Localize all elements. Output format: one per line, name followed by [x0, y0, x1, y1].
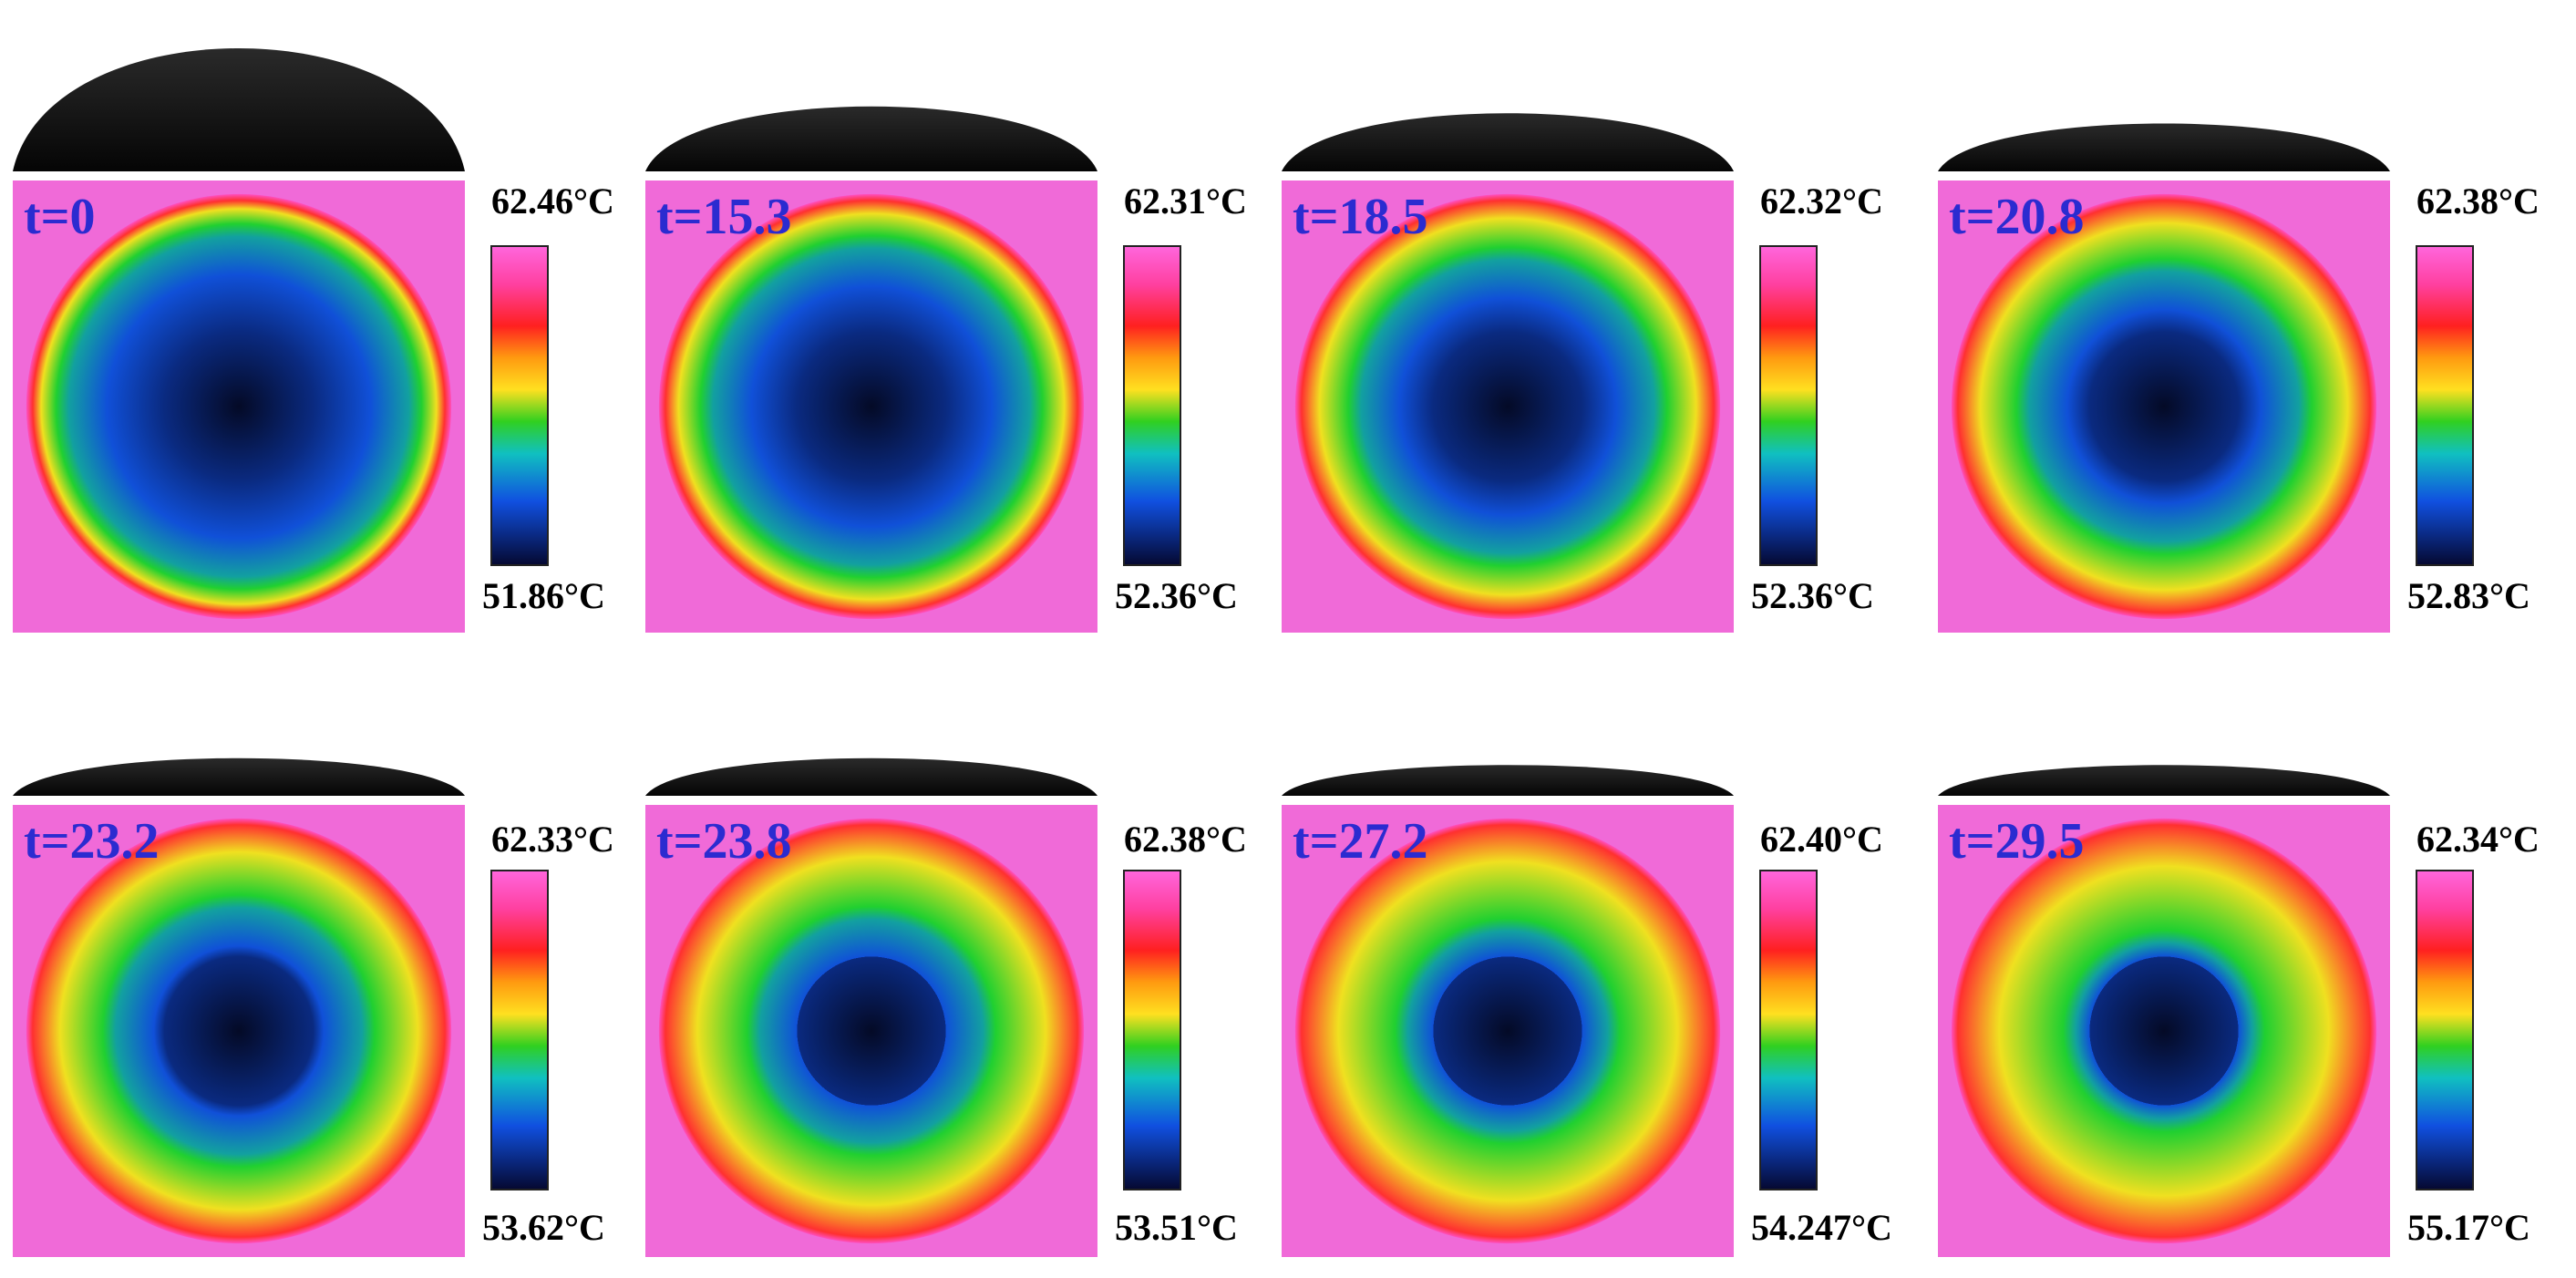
- min-temperature: 52.36°C: [1115, 575, 1238, 616]
- min-temperature: 53.51°C: [1115, 1207, 1238, 1248]
- min-temperature: 52.36°C: [1751, 575, 1874, 616]
- time-label: t=18.5: [1293, 189, 1428, 245]
- min-temperature: 52.83°C: [2407, 575, 2530, 616]
- thermal-droplet: [658, 818, 1085, 1244]
- color-scale: [2416, 245, 2474, 566]
- time-label: t=23.8: [656, 813, 792, 870]
- max-temperature: 62.46°C: [491, 180, 614, 222]
- droplet-profile: [1938, 765, 2390, 796]
- color-scale: [1759, 870, 1818, 1190]
- max-temperature: 62.38°C: [1124, 819, 1247, 860]
- time-label: t=29.5: [1949, 813, 2085, 870]
- thermal-droplet: [26, 193, 452, 620]
- thermal-droplet: [1951, 193, 2377, 620]
- time-label: t=0: [24, 189, 96, 245]
- thermal-droplet: [1951, 818, 2377, 1244]
- max-temperature: 62.38°C: [2416, 180, 2540, 222]
- min-temperature: 54.247°C: [1751, 1207, 1892, 1248]
- droplet-profile: [13, 48, 465, 171]
- time-label: t=23.2: [24, 813, 160, 870]
- time-label: t=27.2: [1293, 813, 1428, 870]
- droplet-profile: [645, 758, 1097, 796]
- thermal-droplet: [1294, 193, 1721, 620]
- color-scale: [490, 870, 549, 1190]
- droplet-profile: [1282, 113, 1734, 171]
- color-scale: [1759, 245, 1818, 566]
- thermal-droplet: [26, 818, 452, 1244]
- thermal-droplet: [1294, 818, 1721, 1244]
- droplet-profile: [13, 758, 465, 796]
- droplet-profile: [1282, 765, 1734, 796]
- min-temperature: 53.62°C: [482, 1207, 605, 1248]
- max-temperature: 62.40°C: [1760, 819, 1883, 860]
- max-temperature: 62.34°C: [2416, 819, 2540, 860]
- color-scale: [1123, 245, 1181, 566]
- droplet-profile: [1938, 123, 2390, 171]
- time-label: t=20.8: [1949, 189, 2085, 245]
- droplet-profile: [645, 106, 1097, 171]
- max-temperature: 62.31°C: [1124, 180, 1247, 222]
- color-scale: [2416, 870, 2474, 1190]
- thermal-droplet: [658, 193, 1085, 620]
- max-temperature: 62.33°C: [491, 819, 614, 860]
- min-temperature: 55.17°C: [2407, 1207, 2530, 1248]
- color-scale: [1123, 870, 1181, 1190]
- time-label: t=15.3: [656, 189, 792, 245]
- max-temperature: 62.32°C: [1760, 180, 1883, 222]
- min-temperature: 51.86°C: [482, 575, 605, 616]
- color-scale: [490, 245, 549, 566]
